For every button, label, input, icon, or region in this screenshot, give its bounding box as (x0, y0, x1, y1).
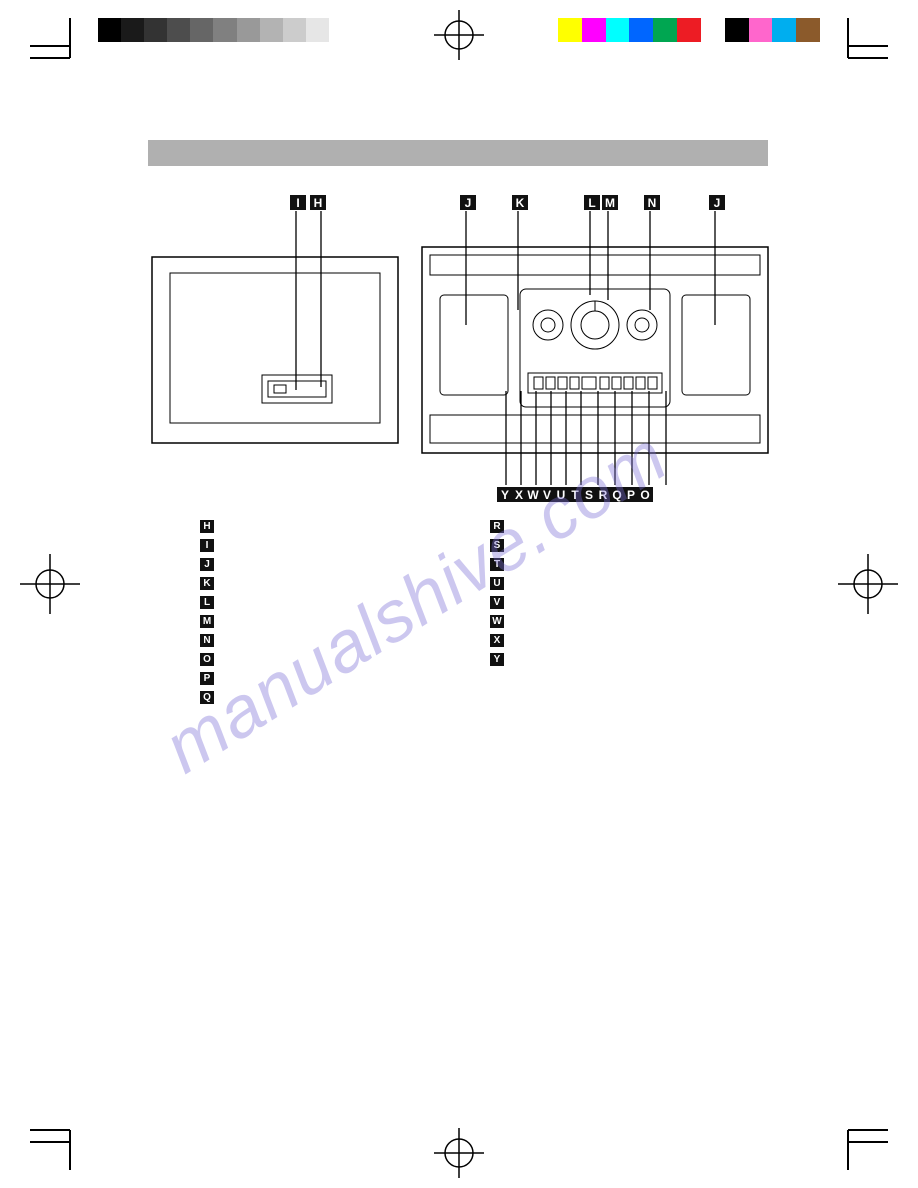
legend-letter: U (490, 577, 504, 590)
grayscale-swatch (283, 18, 306, 42)
color-swatch (653, 18, 677, 42)
color-swatch (606, 18, 630, 42)
legend-letter: N (200, 634, 214, 647)
legend-row-X: X (490, 634, 740, 647)
grayscale-swatch (306, 18, 329, 42)
grayscale-swatch (260, 18, 283, 42)
left-device (150, 255, 400, 445)
legend-letter: O (200, 653, 214, 666)
legend-row-H: H (200, 520, 450, 533)
crop-mark-bl (30, 1110, 90, 1170)
legend-row-S: S (490, 539, 740, 552)
color-swatch (677, 18, 701, 42)
crosshair-left (20, 554, 80, 614)
legend-letter: Y (490, 653, 504, 666)
legend-letter: P (200, 672, 214, 685)
legend-row-L: L (200, 596, 450, 609)
grayscale-swatch (144, 18, 167, 42)
grayscale-swatch (213, 18, 236, 42)
color-swatch (772, 18, 796, 42)
crosshair-bottom (434, 1128, 484, 1178)
legend-letter: X (490, 634, 504, 647)
legend-letter: K (200, 577, 214, 590)
legend-row-I: I (200, 539, 450, 552)
legend-letter: I (200, 539, 214, 552)
legend-letter: Q (200, 691, 214, 704)
callout-O: O (637, 487, 653, 502)
color-swatch (582, 18, 606, 42)
legend-letter: V (490, 596, 504, 609)
legend-letter: J (200, 558, 214, 571)
crop-mark-tl (30, 18, 90, 78)
color-swatch (629, 18, 653, 42)
legend-row-U: U (490, 577, 740, 590)
color-swatch (749, 18, 773, 42)
legend-letter: W (490, 615, 504, 628)
diagram-area: IH JKLMNJ (140, 195, 780, 505)
legend-row-M: M (200, 615, 450, 628)
crop-mark-br (828, 1110, 888, 1170)
legend-row-O: O (200, 653, 450, 666)
legend-row-T: T (490, 558, 740, 571)
legend-col-left: H I J K L M N O P Q (200, 520, 450, 710)
crosshair-right (838, 554, 898, 614)
legend-row-W: W (490, 615, 740, 628)
legend-row-N: N (200, 634, 450, 647)
legend-row-Q: Q (200, 691, 450, 704)
legend-row-J: J (200, 558, 450, 571)
grayscale-bar (98, 18, 352, 42)
grayscale-swatch (237, 18, 260, 42)
color-swatch (558, 18, 582, 42)
legend-letter: L (200, 596, 214, 609)
legend-letter: M (200, 615, 214, 628)
grayscale-swatch (190, 18, 213, 42)
legend-col-right: R S T U V W X Y (490, 520, 740, 710)
legend-row-V: V (490, 596, 740, 609)
color-swatch (725, 18, 749, 42)
legend-row-P: P (200, 672, 450, 685)
legend-letter: T (490, 558, 504, 571)
color-swatch (701, 18, 725, 42)
legend-letter: H (200, 520, 214, 533)
grayscale-swatch (167, 18, 190, 42)
color-swatch (796, 18, 820, 42)
crosshair-top (434, 10, 484, 60)
legend-letter: S (490, 539, 504, 552)
legend: H I J K L M N O P Q R S T U V W X Y (200, 520, 740, 710)
page-title-bar (148, 140, 768, 166)
right-device (420, 245, 770, 455)
legend-letter: R (490, 520, 504, 533)
crop-mark-tr (828, 18, 888, 78)
legend-row-Y: Y (490, 653, 740, 666)
grayscale-swatch (329, 18, 352, 42)
color-bar (558, 18, 820, 42)
bottom-callouts: YXWVUTSRQPO (498, 487, 652, 502)
legend-row-K: K (200, 577, 450, 590)
grayscale-swatch (98, 18, 121, 42)
legend-row-R: R (490, 520, 740, 533)
grayscale-swatch (121, 18, 144, 42)
